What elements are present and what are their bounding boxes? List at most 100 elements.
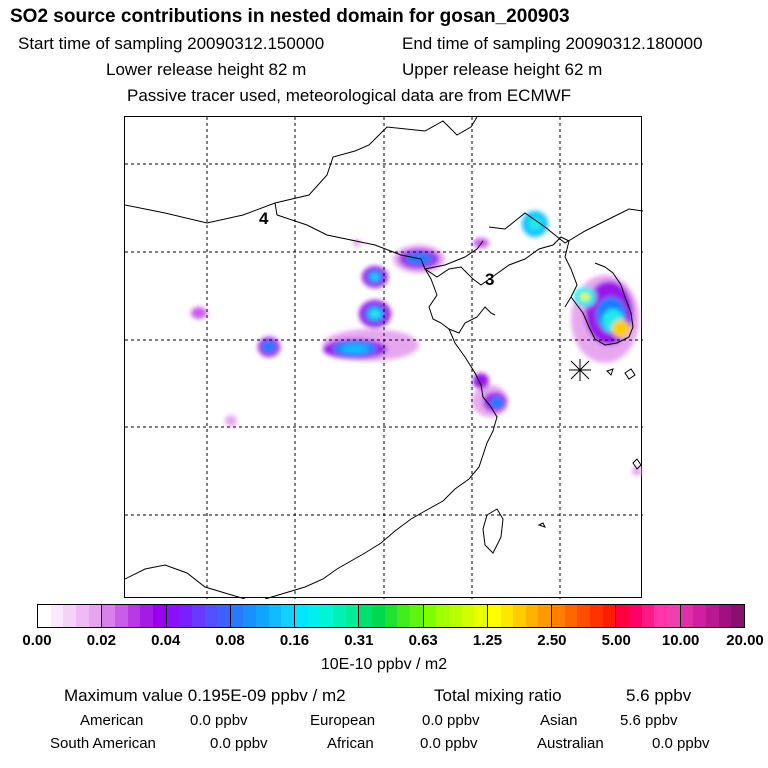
source-african-value: 0.0 ppbv (420, 735, 478, 752)
island-coast (606, 368, 614, 376)
colorbar-swatch (320, 605, 334, 627)
colorbar-swatch (552, 605, 565, 627)
colorbar-swatch (345, 605, 359, 627)
colorbar-swatch (629, 605, 642, 627)
source-south-american-label: South American (50, 735, 156, 752)
colorbar-tick-label: 0.02 (86, 632, 116, 649)
plume-center (490, 397, 504, 409)
colorbar-bin (616, 605, 681, 627)
colorbar-swatch (641, 605, 655, 627)
colorbar-swatch (166, 605, 180, 627)
coastline (424, 236, 578, 308)
colorbar-swatch (179, 605, 192, 627)
source-european-label: European (310, 712, 376, 729)
colorbar-bin (680, 605, 744, 627)
colorbar-swatch (474, 605, 487, 627)
colorbar-swatch (680, 605, 694, 627)
colorbar-tick-label: 5.00 (601, 632, 631, 649)
island-coast (537, 522, 546, 528)
colorbar-swatch (705, 605, 719, 627)
colorbar-tick-label: 20.00 (726, 632, 764, 649)
source-american-value: 0.0 ppbv (190, 712, 248, 729)
colorbar-swatch (256, 605, 269, 627)
colorbar-swatch (268, 605, 282, 627)
source-south-american-value: 0.0 ppbv (210, 735, 268, 752)
source-european-value: 0.0 ppbv (422, 712, 480, 729)
colorbar-swatch (230, 605, 244, 627)
map-panel: 4 3 (124, 116, 643, 599)
colorbar-swatch (409, 605, 423, 627)
lower-release-height-label: Lower release height 82 m (106, 60, 307, 79)
plume-halo (225, 415, 237, 427)
colorbar-bin (487, 605, 553, 627)
border-line (488, 208, 643, 244)
colorbar-swatch (114, 605, 128, 627)
colorbar-swatch (448, 605, 462, 627)
colorbar-swatch (577, 605, 591, 627)
plume-peak (371, 274, 379, 280)
coastline (570, 262, 634, 346)
colorbar-swatch (140, 605, 153, 627)
colorbar-swatch (50, 605, 64, 627)
graticule (125, 117, 643, 599)
colorbar-swatch (243, 605, 257, 627)
colorbar-swatch (63, 605, 76, 627)
map-canvas: 4 3 (125, 117, 643, 599)
colorbar-tick-label: 0.16 (279, 632, 310, 649)
colorbar-swatch (127, 605, 141, 627)
coastlines (125, 117, 643, 599)
colorbar-swatch (525, 605, 539, 627)
colorbar-swatch (693, 605, 706, 627)
colorbar-swatch (397, 605, 410, 627)
asterisk-icon (569, 359, 591, 381)
colorbar-swatch (616, 605, 630, 627)
concentration-plumes (191, 211, 642, 476)
total-mixing-ratio-value: 5.6 ppbv (626, 686, 692, 705)
colorbar-swatch (654, 605, 668, 627)
colorbar-tick-label: 0.31 (344, 632, 374, 649)
colorbar-swatch (333, 605, 346, 627)
colorbar-swatch (384, 605, 398, 627)
colorbar-swatch (38, 605, 51, 627)
colorbar-swatch (281, 605, 295, 627)
colorbar-swatch (217, 605, 230, 627)
plume-max (580, 293, 590, 301)
colorbar-tick-label: 0.63 (408, 632, 438, 649)
colorbar-swatch (513, 605, 526, 627)
colorbar-swatch (371, 605, 385, 627)
colorbar-swatch (538, 605, 552, 627)
colorbar-tick-label: 10.00 (661, 632, 700, 649)
total-mixing-ratio-label: Total mixing ratio (434, 686, 562, 705)
colorbar-unit: 10E-10 ppbv / m2 (320, 656, 448, 673)
colorbar-tick-label: 0.08 (215, 632, 245, 649)
colorbar-swatch (307, 605, 321, 627)
colorbar-swatch (436, 605, 449, 627)
plume-halo (632, 466, 642, 476)
colorbar-swatch (667, 605, 680, 627)
colorbar (37, 604, 745, 628)
colorbar-tick-label: 2.50 (537, 632, 567, 649)
taiwan-coast (482, 508, 504, 554)
start-time-label: Start time of sampling 20090312.150000 (18, 34, 325, 53)
plume-center (262, 341, 276, 353)
colorbar-swatch (191, 605, 205, 627)
plume-peak (528, 217, 542, 231)
colorbar-swatch (718, 605, 732, 627)
page-title: SO2 source contributions in nested domai… (10, 6, 570, 27)
plume-core (191, 307, 207, 319)
source-african-label: African (327, 735, 374, 752)
source-american-label: American (80, 712, 144, 729)
border-line (274, 202, 484, 270)
region-label-4: 4 (259, 209, 269, 228)
colorbar-swatch (102, 605, 115, 627)
colorbar-bin (38, 605, 103, 627)
colorbar-swatch (731, 605, 744, 627)
source-asian-label: Asian (540, 712, 578, 729)
colorbar-bin (295, 605, 360, 627)
colorbar-bin (423, 605, 488, 627)
plume-max (612, 320, 630, 338)
colorbar-swatch (602, 605, 616, 627)
colorbar-swatch (75, 605, 89, 627)
maximum-value-label: Maximum value 0.195E-09 ppbv / m2 (64, 686, 346, 705)
source-australian-label: Australian (537, 735, 604, 752)
